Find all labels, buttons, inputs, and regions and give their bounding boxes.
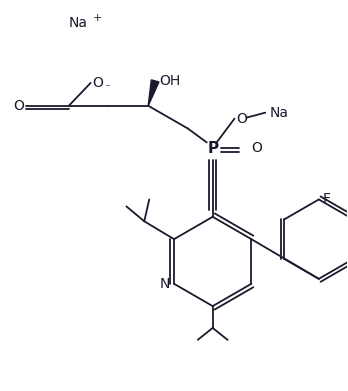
Text: O: O (251, 142, 262, 155)
Text: +: + (93, 13, 102, 23)
Text: F: F (323, 192, 331, 206)
Text: OH: OH (159, 74, 180, 88)
Text: O: O (237, 111, 247, 126)
Text: O: O (13, 99, 24, 113)
Text: ⁻: ⁻ (104, 83, 110, 93)
Text: P: P (207, 141, 218, 156)
Text: O: O (93, 76, 103, 90)
Text: Na: Na (69, 16, 88, 30)
Text: N: N (160, 277, 170, 291)
Text: Na: Na (269, 106, 288, 120)
Polygon shape (148, 80, 159, 106)
